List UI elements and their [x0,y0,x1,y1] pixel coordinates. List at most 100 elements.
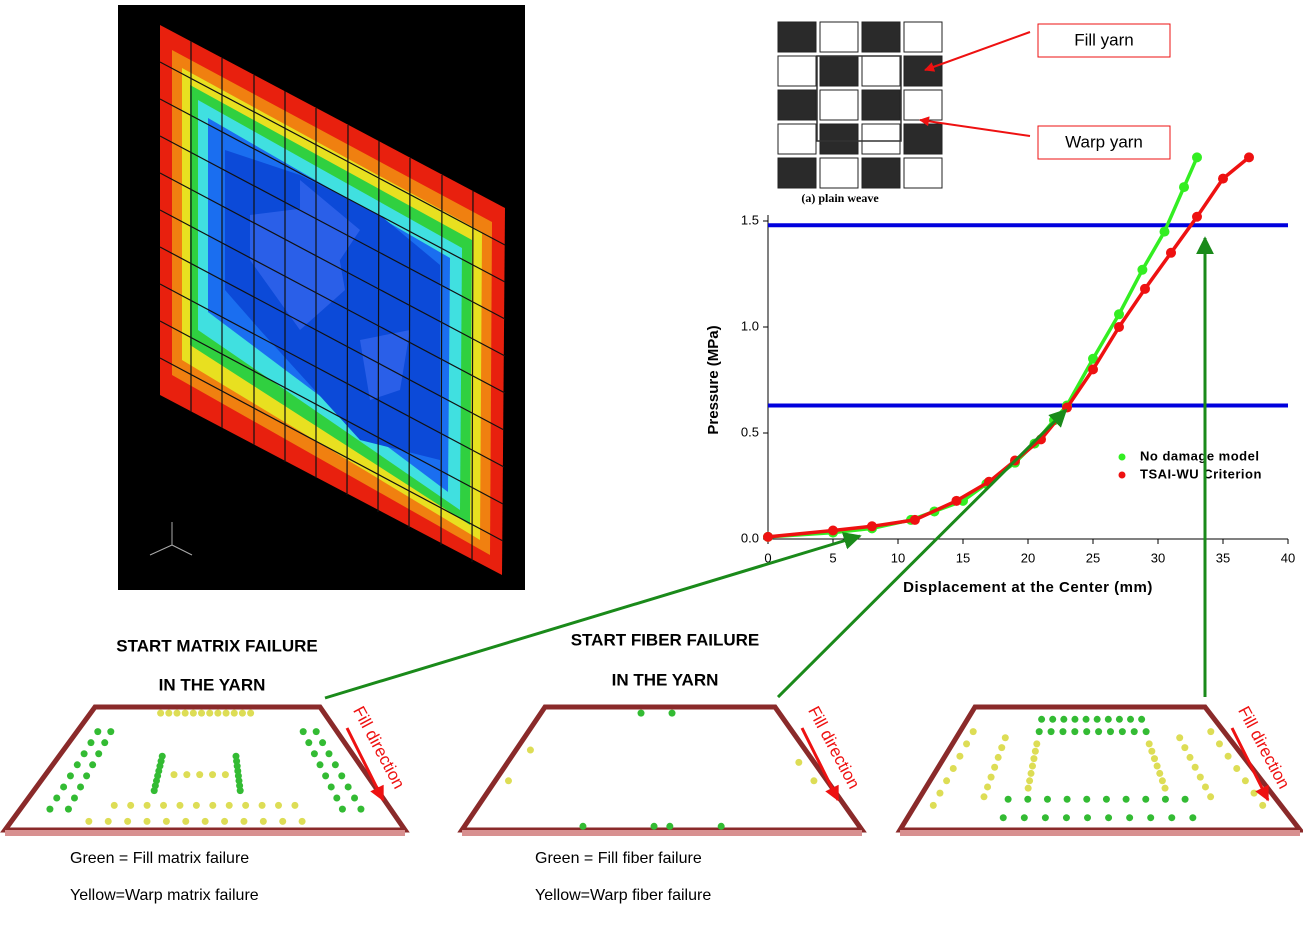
data-point [1166,247,1176,258]
data-point [1244,152,1254,163]
failure-dot [225,801,233,809]
failure-dot [110,801,118,809]
failure-dot [80,750,88,758]
failure-dot [1142,795,1150,803]
failure-dot [305,739,313,747]
failure-dot [214,709,222,717]
failure-dot [1060,715,1068,723]
y-axis-label: Pressure (MPa) [705,325,722,434]
failure-dot [1181,795,1189,803]
failure-dot [1043,795,1051,803]
chart: 0.0 0.5 1.0 1.5 0 5 10 15 20 25 30 35 40 Displacement… [705,152,1295,596]
failure-dot [182,817,190,825]
failure-dot [1224,752,1232,760]
pointer [924,31,1031,72]
failure-dot [717,822,725,830]
panel-note: Yellow=Warp matrix failure [70,887,259,904]
failure-dot [160,801,168,809]
failure-dot [104,817,112,825]
data-point [1088,364,1098,375]
failure-dot [1148,747,1156,755]
failure-dot [46,805,54,813]
x-tick-label: 15 [956,550,970,565]
weave-cell [777,21,817,53]
legend-marker [1118,471,1126,479]
failure-dot [1118,728,1126,736]
data-point [828,525,838,536]
weave-cell [903,89,943,121]
failure-dot [87,739,95,747]
label-box [1037,125,1171,160]
failure-dot [316,761,324,769]
failure-dot [1207,728,1215,736]
failure-dot [1186,753,1194,761]
failure-dot [259,817,267,825]
failure-dot [1031,747,1039,755]
failure-dot [127,801,135,809]
failure-dot [1142,728,1150,736]
failure-dot [170,771,178,779]
failure-dot [124,817,132,825]
failure-dot [980,793,988,801]
legend-label: TSAI-WU Criterion [1140,466,1262,481]
arrow [776,408,1068,699]
failure-dot [1196,773,1204,781]
failure-dot [236,787,244,795]
failure-dot [1030,755,1038,763]
x-tick-label: 35 [1216,550,1230,565]
label-box [1037,23,1171,58]
failure-dot [83,772,91,780]
failure-dot [230,709,238,717]
panel-title: START MATRIX FAILURE [116,636,317,655]
failure-dot [991,763,999,771]
failure-dot [987,773,995,781]
weave-image [776,20,944,189]
failure-dot [1126,814,1134,822]
failure-dot [198,709,206,717]
failure-dot [1106,728,1114,736]
direction-arrow [345,727,385,802]
failure-dot [157,709,165,717]
legend-marker [1118,453,1126,461]
x-tick-label: 0 [764,550,771,565]
failure-dot [1158,777,1166,785]
failure-dot [73,761,81,769]
weave-cell [819,89,859,121]
weave-cell [861,89,901,121]
weave-cell [819,123,859,155]
contour-image [118,5,525,590]
failure-dot [1104,715,1112,723]
failure-dot [221,771,229,779]
failure-dot [504,777,512,785]
failure-dot [650,822,658,830]
failure-dot [1147,814,1155,822]
failure-dot [53,794,61,802]
panel-title: IN THE YARN [612,670,719,689]
weave-cell [861,21,901,53]
failure-dot [298,817,306,825]
failure-dot [1181,744,1189,752]
x-tick-label: 5 [829,550,836,565]
failure-dot [1020,814,1028,822]
failure-dot [1028,762,1036,770]
failure-dot [258,801,266,809]
failure-dot [322,772,330,780]
failure-dot [1168,814,1176,822]
panel-frame [457,704,867,833]
failure-dot [325,750,333,758]
failure-dot [994,753,1002,761]
failure-dot [1150,755,1158,763]
direction-arrow [800,727,840,802]
failure-dot [196,771,204,779]
failure-dot [1138,715,1146,723]
failure-dot [969,728,977,736]
failure-dot [1071,728,1079,736]
panel-title: START FIBER FAILURE [571,630,760,649]
failure-dot [1083,795,1091,803]
failure-dot [1176,734,1184,742]
failure-dot [956,752,964,760]
failure-dot [221,817,229,825]
weave-cell [903,157,943,189]
failure-dot [1093,715,1101,723]
